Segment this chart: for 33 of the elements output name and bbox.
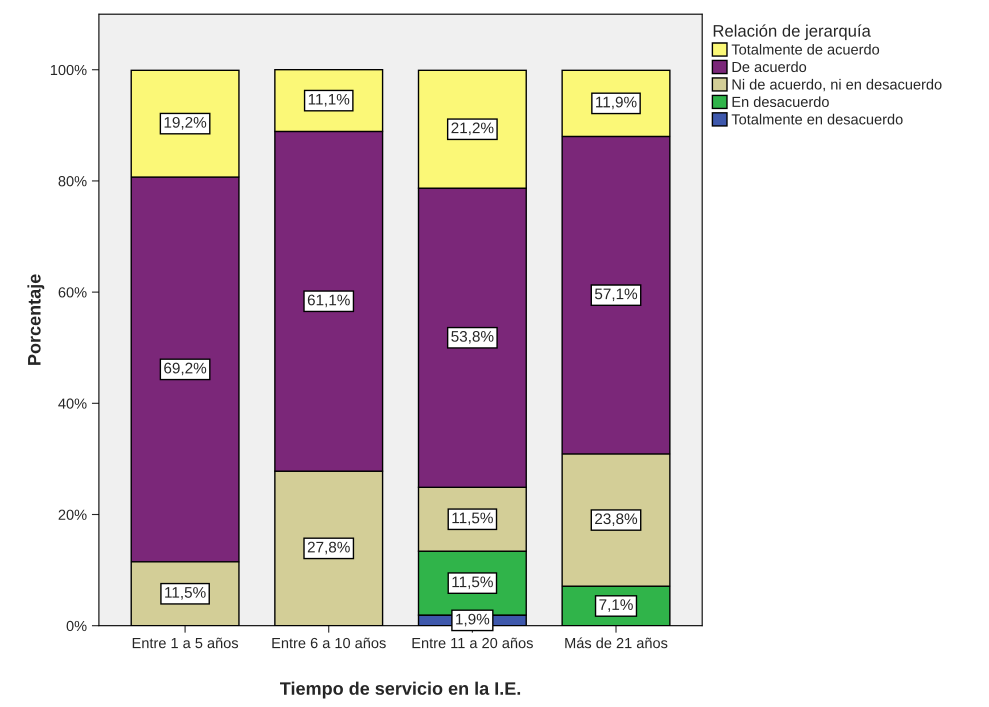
y-tick-label: 100% bbox=[50, 64, 87, 76]
x-tick-label: Entre 1 a 5 años bbox=[132, 638, 238, 648]
data-label: 69,2% bbox=[164, 362, 206, 376]
x-tick-label: Más de 21 años bbox=[565, 637, 668, 648]
y-tick-label: 60% bbox=[58, 287, 87, 298]
data-label: 21,2% bbox=[451, 122, 494, 136]
data-label: 11,9% bbox=[596, 96, 637, 110]
x-tick-label: Entre 6 a 10 años bbox=[272, 638, 386, 648]
legend-label: De acuerdo bbox=[732, 61, 806, 72]
y-tick-label: 20% bbox=[58, 510, 87, 520]
data-label: 57,1% bbox=[594, 288, 638, 302]
data-label: 11,5% bbox=[452, 576, 493, 590]
data-label: 7,1% bbox=[599, 599, 633, 612]
data-label: 27,8% bbox=[308, 542, 350, 554]
legend-label: En desacuerdo bbox=[732, 96, 829, 108]
data-label: 11,1% bbox=[308, 94, 350, 106]
x-axis-title: Tiempo de servicio en la I.E. bbox=[280, 682, 520, 698]
y-tick-label: 40% bbox=[58, 398, 87, 409]
y-axis-title: Porcentaje bbox=[27, 274, 44, 365]
data-label: 1,9% bbox=[456, 614, 490, 626]
legend-label: Ni de acuerdo, ni en desacuerdo bbox=[732, 78, 942, 92]
data-label: 53,8% bbox=[451, 330, 494, 344]
y-tick-label: 80% bbox=[58, 176, 87, 186]
legend-title: Relación de jerarquía bbox=[714, 24, 871, 40]
y-tick-label: 0% bbox=[66, 620, 87, 632]
data-label: 11,5% bbox=[452, 512, 493, 526]
data-label: 61,1% bbox=[308, 294, 350, 308]
x-tick-label: Entre 11 a 20 años bbox=[412, 638, 533, 648]
legend-label: Totalmente de acuerdo bbox=[732, 44, 880, 55]
data-label: 19,2% bbox=[164, 116, 206, 130]
data-label: 23,8% bbox=[595, 513, 638, 526]
legend-label: Totalmente en desacuerdo bbox=[732, 114, 903, 125]
data-label: 11,5% bbox=[165, 587, 206, 600]
